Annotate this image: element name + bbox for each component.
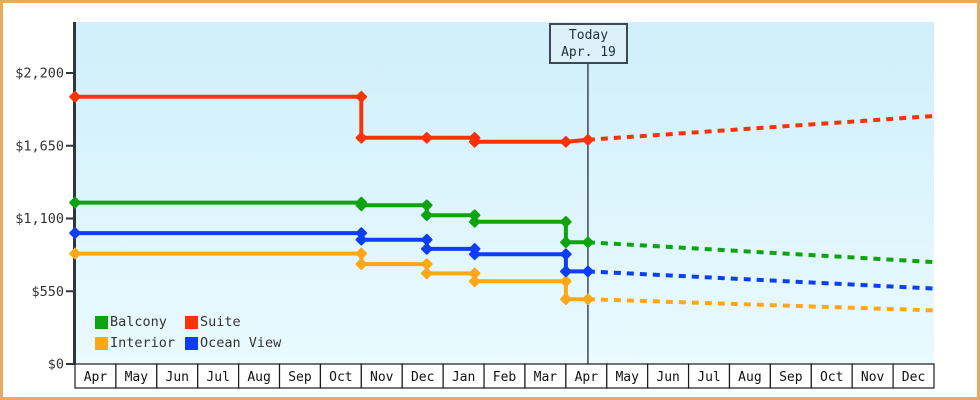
today-marker-label: Today Apr. 19 — [549, 23, 628, 64]
interior-swatch-icon — [95, 336, 108, 350]
legend-label: Interior — [110, 335, 176, 351]
plot-area — [75, 22, 934, 364]
today-label-line2: Apr. 19 — [561, 45, 616, 60]
legend-item-interior: Interior — [95, 335, 185, 351]
series-ocean-view — [69, 227, 935, 291]
data-point-marker — [468, 135, 481, 148]
x-axis-month-label: Jan — [452, 370, 475, 385]
data-point-marker — [582, 293, 594, 305]
data-point-marker — [355, 258, 368, 270]
x-axis-month-label: Feb — [493, 370, 517, 385]
data-point-marker — [355, 91, 368, 103]
x-axis-month-label: Apr — [84, 370, 108, 385]
data-point-marker — [420, 258, 433, 270]
x-axis-month-label: Dec — [411, 370, 434, 385]
y-axis-tick-label: $1,100 — [15, 211, 64, 227]
suite-swatch-icon — [185, 315, 198, 329]
data-point-marker — [420, 199, 433, 212]
x-axis-month-label: May — [125, 370, 149, 385]
data-point-marker — [69, 91, 81, 103]
y-axis-tick-label: $0 — [48, 357, 64, 373]
data-point-marker — [69, 227, 81, 239]
x-axis-month-label: Oct — [329, 370, 352, 385]
legend-item-balcony: Balcony — [95, 314, 185, 330]
x-axis-month-cell — [278, 363, 322, 389]
legend-label: Suite — [200, 314, 241, 330]
data-point-marker — [355, 199, 368, 212]
x-axis-month-cell — [115, 363, 158, 389]
data-point-marker — [582, 265, 594, 278]
data-point-marker — [560, 236, 572, 249]
series-suite — [69, 91, 935, 148]
data-point-marker — [560, 216, 572, 228]
balcony-swatch-icon — [95, 315, 108, 329]
data-point-marker — [69, 247, 81, 260]
x-axis-month-cell — [319, 363, 362, 389]
history-line — [75, 94, 589, 144]
data-point-marker — [582, 133, 594, 146]
today-label-line1: Today — [568, 28, 609, 43]
data-point-marker — [468, 267, 481, 280]
x-axis-month-cell — [442, 363, 485, 389]
x-axis-month-cell — [728, 363, 771, 389]
series-interior — [69, 247, 935, 313]
legend-label: Ocean View — [200, 335, 282, 351]
x-axis-month-label: Oct — [820, 370, 843, 385]
x-axis-month-label: Jun — [656, 370, 679, 385]
x-axis-month-label: Sep — [288, 370, 312, 385]
data-point-marker — [69, 196, 81, 209]
data-point-marker — [420, 243, 433, 255]
legend-item-suite: Suite — [185, 314, 281, 330]
x-axis-month-label: Aug — [738, 370, 761, 385]
x-axis-month-cell — [74, 363, 117, 389]
x-axis-month-cell — [565, 363, 608, 389]
chart-canvas: $0 $550 $1,100 $1,650 $2,200 Apr May Jun Jul Aug S… — [15, 22, 935, 389]
legend-item-ocean-view: Ocean View — [185, 335, 282, 351]
x-axis-month-label: Jun — [166, 370, 189, 385]
data-point-marker — [355, 233, 368, 246]
x-axis-month-cell — [892, 363, 935, 389]
ocean-view-swatch-icon — [185, 336, 198, 350]
data-point-marker — [420, 267, 433, 280]
y-axis-tick-label: $1,650 — [15, 138, 64, 154]
data-point-marker — [560, 135, 572, 148]
data-point-marker — [355, 247, 368, 260]
x-axis-month-label: Mar — [534, 370, 558, 385]
y-axis-tick-label: $2,200 — [15, 66, 64, 82]
projection-line — [587, 240, 935, 265]
series-balcony — [69, 196, 935, 265]
data-point-marker — [420, 233, 433, 246]
projection-line — [587, 297, 935, 313]
data-point-marker — [560, 275, 572, 288]
x-axis-month-label: Nov — [861, 370, 885, 385]
projection-line — [587, 269, 935, 291]
x-axis-month-label: May — [615, 370, 639, 385]
x-axis-month-cell — [851, 363, 894, 389]
data-point-marker — [560, 293, 572, 305]
data-point-marker — [468, 216, 481, 228]
x-axis-month-label: Dec — [902, 370, 925, 385]
data-point-marker — [560, 248, 572, 261]
x-axis-month-label: Apr — [575, 370, 599, 385]
x-axis-month-label: Aug — [247, 370, 270, 385]
x-axis-month-label: Nov — [370, 370, 394, 385]
y-axis-tick-label: $550 — [31, 284, 64, 300]
data-point-marker — [468, 275, 481, 288]
x-axis-month-cell — [769, 363, 812, 389]
legend-label: Balcony — [110, 314, 167, 330]
data-point-marker — [420, 132, 433, 144]
data-point-marker — [355, 132, 368, 144]
x-axis-month-label: Jul — [697, 370, 720, 385]
legend: Balcony Suite Interior Ocean View — [95, 314, 282, 351]
data-point-marker — [420, 209, 433, 221]
x-axis-month-label: Jul — [206, 370, 229, 385]
x-axis-month-cell — [524, 363, 567, 389]
x-axis-month-label: Sep — [779, 370, 803, 385]
projection-line — [587, 114, 935, 142]
x-axis-month-cell — [647, 363, 690, 389]
data-point-marker — [560, 265, 572, 278]
data-point-marker — [582, 236, 594, 249]
data-point-marker — [468, 248, 481, 261]
